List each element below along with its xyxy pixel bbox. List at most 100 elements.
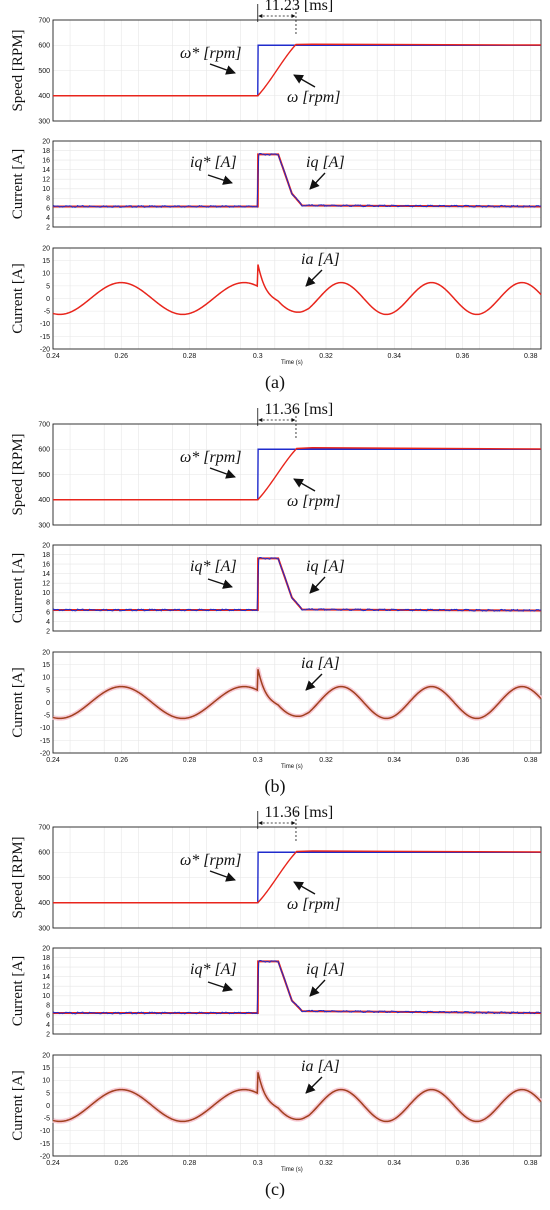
series-ia bbox=[52, 264, 542, 316]
omega-ref-label: ω* [rpm] bbox=[180, 45, 242, 62]
y-tick-label: -20 bbox=[40, 750, 50, 757]
x-tick-label: 0.3 bbox=[253, 1160, 263, 1167]
x-axis-label: Time (s) bbox=[281, 1167, 303, 1173]
y-tick-label: 6 bbox=[46, 205, 50, 212]
y-tick-label: 16 bbox=[42, 158, 50, 165]
x-tick-label: 0.38 bbox=[524, 353, 538, 360]
y-tick-label: 500 bbox=[38, 68, 50, 75]
y-axis-label: Current [A] bbox=[10, 1070, 26, 1140]
y-tick-label: 20 bbox=[42, 649, 50, 656]
panel-0: 300 400 500 600 700 Speed [RPM] bbox=[10, 824, 542, 932]
x-tick-label: 0.34 bbox=[387, 1160, 401, 1167]
subfigure-a: 300 400 500 600 700 Speed [RPM] 2 4 6 8 10 12 14 16 18… bbox=[10, 0, 542, 393]
panel-1: 2 4 6 8 10 12 14 16 18 20 Current [A] bbox=[10, 542, 542, 635]
y-tick-label: 15 bbox=[42, 258, 50, 265]
settling-time-label: 11.23 [ms] bbox=[264, 0, 333, 14]
x-tick-label: 0.36 bbox=[456, 353, 470, 360]
y-tick-label: 14 bbox=[42, 571, 50, 578]
y-tick-label: 20 bbox=[42, 542, 50, 549]
y-tick-label: 15 bbox=[42, 1065, 50, 1072]
x-tick-label: 0.26 bbox=[114, 1160, 128, 1167]
iq-label: iq [A] bbox=[306, 558, 345, 575]
y-axis-label: Speed [RPM] bbox=[10, 29, 26, 111]
x-tick-label: 0.26 bbox=[114, 353, 128, 360]
y-tick-label: 20 bbox=[42, 138, 50, 145]
omega-ref-label: ω* [rpm] bbox=[180, 449, 242, 466]
x-tick-label: 0.36 bbox=[456, 757, 470, 764]
y-tick-label: 2 bbox=[46, 224, 50, 231]
iq-arrow bbox=[309, 979, 326, 997]
series-ia-band bbox=[51, 667, 543, 721]
y-tick-label: 10 bbox=[42, 675, 50, 682]
y-axis-label: Current [A] bbox=[10, 667, 26, 737]
panel-frame bbox=[52, 247, 542, 350]
panel-0: 300 400 500 600 700 Speed [RPM] bbox=[10, 421, 542, 529]
panel-frame bbox=[52, 140, 542, 228]
y-axis-label: Current [A] bbox=[10, 149, 26, 219]
y-tick-label: -5 bbox=[44, 713, 50, 720]
subfigure-caption: (a) bbox=[265, 372, 285, 393]
y-tick-label: 8 bbox=[46, 196, 50, 203]
y-tick-label: 500 bbox=[38, 472, 50, 479]
y-axis-label: Speed [RPM] bbox=[10, 836, 26, 918]
y-tick-label: 600 bbox=[38, 447, 50, 454]
y-tick-label: 400 bbox=[38, 93, 50, 100]
y-tick-label: 6 bbox=[46, 609, 50, 616]
x-axis-label: Time (s) bbox=[281, 360, 303, 366]
y-tick-label: -10 bbox=[40, 725, 50, 732]
x-tick-label: 0.3 bbox=[253, 353, 263, 360]
omega-label: ω [rpm] bbox=[287, 89, 341, 106]
omega-arrow bbox=[293, 74, 316, 88]
panel-frame bbox=[52, 19, 542, 122]
iq-label: iq [A] bbox=[306, 961, 345, 978]
ia-label: ia [A] bbox=[301, 655, 340, 672]
y-tick-label: 10 bbox=[42, 1078, 50, 1085]
panel-1: 2 4 6 8 10 12 14 16 18 20 Current [A] bbox=[10, 945, 542, 1038]
x-tick-label: 0.32 bbox=[319, 1160, 333, 1167]
y-tick-label: 0 bbox=[46, 296, 50, 303]
panel-frame bbox=[52, 826, 542, 929]
y-tick-label: 4 bbox=[46, 1022, 50, 1029]
x-tick-label: 0.24 bbox=[46, 757, 60, 764]
y-tick-label: 20 bbox=[42, 1052, 50, 1059]
x-axis-label: Time (s) bbox=[281, 764, 303, 770]
y-tick-label: 600 bbox=[38, 850, 50, 857]
subfigure-caption: (b) bbox=[265, 776, 286, 797]
omega-arrow bbox=[293, 478, 316, 492]
y-tick-label: 0 bbox=[46, 700, 50, 707]
omega-arrow bbox=[293, 881, 316, 895]
panel-2: -20 -15 -10 -5 0 5 10 15 20 Current [A] 0.24 0.26 0.… bbox=[10, 245, 542, 366]
y-tick-label: 6 bbox=[46, 1012, 50, 1019]
y-tick-label: -15 bbox=[40, 738, 50, 745]
y-tick-label: 14 bbox=[42, 974, 50, 981]
x-tick-label: 0.38 bbox=[524, 757, 538, 764]
x-tick-label: 0.24 bbox=[46, 353, 60, 360]
x-tick-label: 0.28 bbox=[183, 353, 197, 360]
y-tick-label: 500 bbox=[38, 875, 50, 882]
omega-ref-arrow bbox=[209, 63, 236, 75]
iq-ref-arrow bbox=[207, 174, 233, 185]
y-tick-label: 400 bbox=[38, 900, 50, 907]
y-axis-label: Current [A] bbox=[10, 553, 26, 623]
y-tick-label: 18 bbox=[42, 552, 50, 559]
y-tick-label: 700 bbox=[38, 17, 50, 24]
y-tick-label: -10 bbox=[40, 321, 50, 328]
y-tick-label: 16 bbox=[42, 562, 50, 569]
y-tick-label: 400 bbox=[38, 497, 50, 504]
y-tick-label: 300 bbox=[38, 118, 50, 125]
x-tick-label: 0.28 bbox=[183, 1160, 197, 1167]
x-tick-label: 0.26 bbox=[114, 757, 128, 764]
subfigure-b: 300 400 500 600 700 Speed [RPM] 2 4 6 8 10 12 14 16 18… bbox=[10, 401, 543, 797]
y-tick-label: 18 bbox=[42, 148, 50, 155]
iq-ref-label: iq* [A] bbox=[190, 961, 237, 978]
panel-frame bbox=[52, 544, 542, 632]
y-tick-label: 5 bbox=[46, 283, 50, 290]
iq-ref-arrow bbox=[207, 578, 233, 589]
omega-label: ω [rpm] bbox=[287, 493, 341, 510]
ia-label: ia [A] bbox=[301, 1058, 340, 1075]
y-tick-label: 15 bbox=[42, 662, 50, 669]
series-speed-actual bbox=[53, 43, 542, 97]
x-tick-label: 0.38 bbox=[524, 1160, 538, 1167]
ia-label: ia [A] bbox=[301, 251, 340, 268]
y-tick-label: 700 bbox=[38, 421, 50, 428]
